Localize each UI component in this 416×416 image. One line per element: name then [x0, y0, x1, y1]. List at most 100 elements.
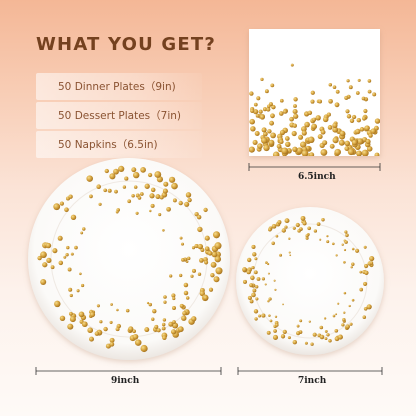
gold-dot: [181, 258, 185, 262]
gold-dot: [54, 300, 61, 308]
gold-dot: [168, 321, 174, 327]
gold-dot: [274, 323, 279, 327]
gold-dot: [310, 90, 315, 95]
gold-dot: [258, 109, 263, 114]
gold-dot: [258, 314, 262, 318]
gold-dot: [99, 320, 103, 324]
gold-dot: [359, 127, 365, 132]
gold-dot: [149, 209, 152, 213]
gold-dot: [158, 213, 162, 217]
gold-dot: [305, 234, 309, 238]
gold-dot: [253, 109, 259, 115]
gold-dot: [82, 227, 86, 231]
gold-dot: [309, 152, 315, 156]
gold-dot: [161, 322, 166, 327]
gold-dot: [363, 281, 368, 286]
gold-dot: [329, 143, 335, 149]
gold-dot: [283, 109, 288, 114]
gold-dot: [268, 297, 272, 301]
gold-dot: [214, 242, 222, 250]
gold-dot: [45, 242, 52, 249]
gold-dot: [171, 305, 177, 311]
napkin-size-label: 6.5inch: [298, 172, 336, 182]
gold-dot: [242, 267, 247, 272]
gold-dot: [183, 290, 189, 296]
gold-dot: [53, 203, 61, 211]
gold-dot: [275, 234, 279, 238]
gold-dot: [140, 344, 148, 353]
gold-dot: [115, 210, 119, 214]
gold-dot: [374, 118, 380, 124]
gold-dot: [170, 329, 177, 335]
gold-dot: [284, 136, 290, 141]
gold-dot: [59, 201, 64, 206]
gold-dot: [155, 194, 161, 200]
gold-dot: [264, 89, 269, 94]
gold-dot: [361, 149, 369, 156]
gold-dot: [356, 150, 363, 156]
gold-dot: [357, 78, 361, 82]
gold-dot: [52, 248, 58, 254]
gold-dot: [140, 167, 146, 173]
gold-dot: [96, 184, 101, 189]
gold-dot: [59, 315, 66, 322]
gold-dot: [199, 290, 205, 297]
gold-dot: [351, 247, 355, 251]
dessert-plate-dimension-line: [237, 367, 383, 375]
gold-dot: [332, 137, 339, 144]
gold-dot: [150, 203, 155, 208]
gold-dot: [288, 237, 291, 240]
gold-dot: [172, 296, 176, 301]
gold-dot: [255, 285, 259, 289]
gold-dot: [135, 211, 139, 215]
gold-dot: [343, 291, 347, 295]
gold-dot: [335, 313, 338, 316]
gold-dot: [364, 270, 369, 275]
gold-dot: [255, 113, 260, 118]
gold-dot: [137, 196, 142, 200]
gold-dot: [261, 313, 266, 318]
gold-dot: [362, 116, 367, 121]
gold-dot: [315, 115, 321, 121]
gold-dot: [151, 317, 155, 321]
gold-dot: [334, 329, 339, 333]
gold-dot: [191, 268, 197, 273]
gold-dot: [152, 309, 157, 314]
gold-dot: [317, 134, 323, 140]
gold-dot: [132, 329, 136, 334]
gold-dot: [256, 96, 261, 101]
gold-dot: [304, 341, 308, 345]
gold-dot: [177, 326, 184, 333]
gold-dot: [344, 95, 349, 100]
gold-dot: [67, 323, 74, 330]
gold-dot: [285, 141, 291, 148]
gold-dot: [76, 289, 80, 293]
gold-dot: [103, 326, 108, 332]
gold-dot: [69, 293, 73, 298]
gold-dot: [260, 77, 264, 82]
gold-dot: [281, 228, 286, 233]
gold-dot: [319, 325, 324, 330]
gold-dot: [246, 269, 251, 275]
gold-dot: [124, 176, 129, 181]
gold-dot: [94, 331, 100, 336]
gold-dot: [89, 336, 94, 342]
gold-dot: [326, 240, 330, 244]
gold-dot: [256, 277, 261, 281]
gold-dot: [292, 108, 298, 115]
gold-dot: [132, 333, 139, 340]
gold-dot: [134, 339, 142, 346]
gold-dot: [207, 250, 213, 256]
gold-dot: [70, 214, 77, 221]
gold-dot: [324, 337, 328, 341]
gold-dot: [339, 130, 346, 137]
gold-dot: [57, 235, 63, 241]
gold-dot: [301, 150, 309, 156]
gold-dot: [104, 168, 109, 174]
gold-dot: [37, 255, 42, 261]
gold-dot: [183, 282, 189, 288]
gold-dot: [169, 274, 173, 278]
gold-dot: [113, 168, 119, 175]
gold-dot: [300, 215, 306, 221]
